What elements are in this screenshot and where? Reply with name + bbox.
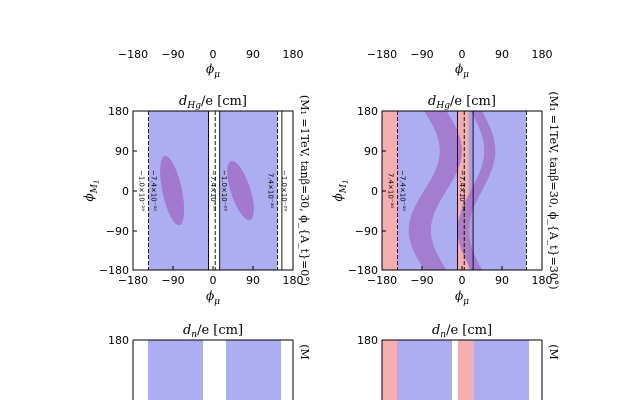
x-axis-label: ϕμ: [455, 289, 469, 307]
contour-label: 7.4×10⁻³⁰: [387, 173, 395, 208]
panel-4: 180 dn/e [cm] (M: [357, 323, 560, 400]
blue-allowed-band: [474, 340, 529, 400]
panel-title: dn/e [cm]: [183, 323, 243, 340]
top-x-tick-label: 90: [246, 48, 260, 61]
purple-overlap-region: [457, 111, 496, 270]
top-x-tick-label: −90: [410, 48, 433, 61]
red-excluded-band: [382, 340, 397, 400]
top-x-tick-label: 180: [283, 48, 304, 61]
panel-3: 180 dn/e [cm] (M: [108, 323, 311, 400]
contour-label: −7.4×10⁻³⁰: [399, 170, 407, 211]
x-tick-label: −180: [367, 274, 397, 287]
purple-overlap-region: [408, 111, 462, 270]
contour-label: −7.4×10⁻³⁰: [209, 170, 217, 211]
y-tick-label: 180: [357, 105, 378, 118]
top-x-tick-label: −180: [118, 48, 148, 61]
x-tick-label: 180: [283, 274, 304, 287]
blue-allowed-band: [148, 340, 203, 400]
x-tick-label: −90: [161, 274, 184, 287]
red-excluded-band: [458, 340, 474, 400]
y-tick-label: −180: [348, 264, 378, 277]
top-x-tick-label: −180: [367, 48, 397, 61]
contour-label: −7.4×10⁻³⁰: [150, 170, 158, 211]
side-parameter-text: (M₁ =1TeV, tanβ=30, ϕ_{A_t}=0°): [298, 95, 311, 286]
y-tick-label: 90: [364, 145, 378, 158]
y-tick-label: −90: [355, 225, 378, 238]
y-tick-label: 0: [371, 185, 378, 198]
panel-title: dn/e [cm]: [432, 323, 492, 340]
panel-2: 7.4×10⁻³⁰ −7.4×10⁻³⁰ −7.4×10⁻³⁰ −180 −90 0 90 1…: [331, 91, 560, 307]
top-x-tick-label: 90: [495, 48, 509, 61]
side-parameter-text: (M₁ =1TeV, tanβ=30, ϕ_{A_t}=30°): [547, 91, 560, 289]
y-tick-label: −90: [106, 225, 129, 238]
x-tick-label: −180: [118, 274, 148, 287]
x-axis-label: ϕμ: [206, 289, 220, 307]
y-tick-label: 180: [108, 334, 129, 347]
y-tick-label: 180: [108, 105, 129, 118]
side-parameter-text: (M: [298, 344, 311, 360]
x-tick-label: −90: [410, 274, 433, 287]
y-tick-label: 180: [357, 334, 378, 347]
top-x-axis-label: ϕμ: [455, 62, 469, 80]
purple-overlap-region: [160, 155, 185, 226]
panel-title: dHg/e [cm]: [179, 94, 247, 111]
blue-allowed-band: [397, 340, 452, 400]
contour-label: 7.4×10⁻³⁰: [267, 173, 275, 208]
top-x-tick-label: 0: [210, 48, 217, 61]
top-x-axis-label: ϕμ: [206, 62, 220, 80]
top-x-tick-label: 180: [532, 48, 553, 61]
contour-label: −1.0×10⁻²⁹: [280, 170, 288, 211]
x-tick-label: 90: [495, 274, 509, 287]
x-tick-label: 90: [246, 274, 260, 287]
top-x-tick-label: 0: [459, 48, 466, 61]
y-tick-label: 0: [122, 185, 129, 198]
contour-label: −1.0×10⁻²⁹: [220, 170, 228, 211]
y-axis-label: ϕM1: [331, 180, 350, 202]
y-tick-label: 90: [115, 145, 129, 158]
x-tick-label: 180: [532, 274, 553, 287]
panel-title: dHg/e [cm]: [428, 94, 496, 111]
y-tick-label: −180: [99, 264, 129, 277]
purple-overlap-region: [227, 160, 254, 221]
panel-1: −1.0×10⁻²⁹ −7.4×10⁻³⁰ −7.4×10⁻³⁰ −1.0×10⁻²⁹…: [82, 94, 311, 307]
contour-label: −7.4×10⁻³⁰: [458, 170, 466, 211]
top-x-tick-label: −90: [161, 48, 184, 61]
blue-allowed-band: [226, 340, 281, 400]
contour-label: −1.0×10⁻²⁹: [138, 170, 146, 211]
y-axis-label: ϕM1: [82, 180, 101, 202]
x-tick-label: 0: [210, 274, 217, 287]
side-parameter-text: (M: [547, 344, 560, 360]
x-tick-label: 0: [459, 274, 466, 287]
